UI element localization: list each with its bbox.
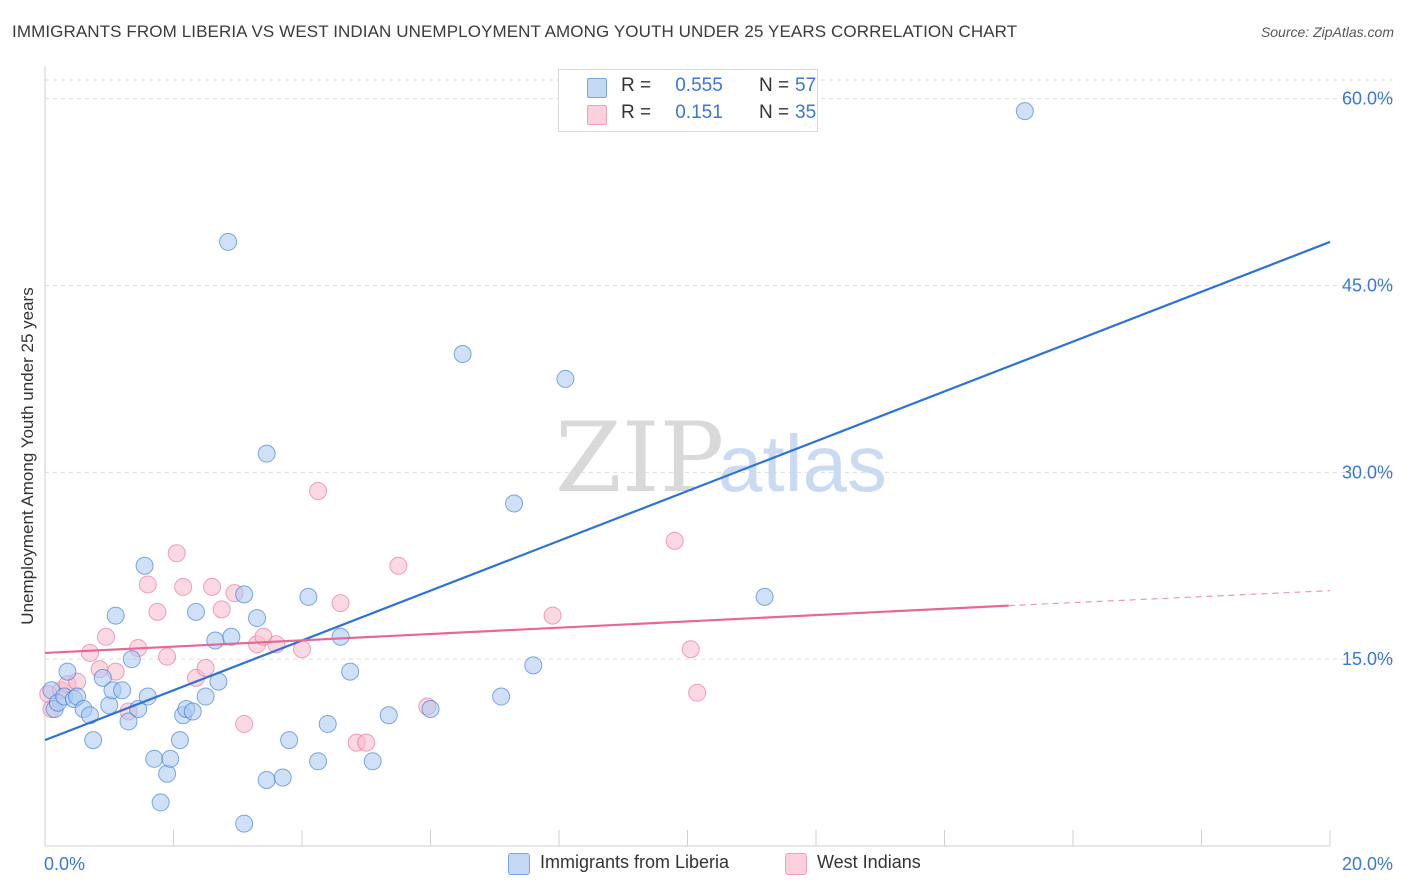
point-liberia (453, 345, 472, 364)
point-liberia (106, 606, 125, 625)
point-west-indians (681, 640, 700, 659)
point-liberia (257, 770, 276, 789)
point-liberia (421, 699, 440, 718)
point-liberia (84, 731, 103, 750)
point-liberia (100, 696, 119, 715)
x-tick-label: 20.0% (1342, 854, 1393, 874)
y-tick-label: 45.0% (1342, 276, 1393, 296)
point-liberia (299, 587, 318, 606)
point-west-indians (235, 714, 254, 733)
point-liberia (341, 662, 360, 681)
point-liberia (183, 702, 202, 721)
legend-swatch-west-indians (587, 105, 607, 125)
point-west-indians (357, 733, 376, 752)
legend-n-label: N = (759, 75, 790, 96)
gridlines (45, 79, 1395, 660)
chart-title: IMMIGRANTS FROM LIBERIA VS WEST INDIAN U… (12, 22, 1018, 41)
watermark-zip: ZIP (555, 402, 724, 514)
point-liberia (505, 494, 524, 513)
point-liberia (1015, 102, 1034, 121)
point-west-indians (389, 556, 408, 575)
x-tick-label: 0.0% (44, 854, 85, 874)
point-liberia (280, 731, 299, 750)
point-liberia (135, 556, 154, 575)
point-liberia (170, 731, 189, 750)
trend-line-west-indians (44, 604, 1009, 655)
tick-labels: 15.0% 30.0% 45.0% 60.0% 0.0% 20.0% (44, 89, 1393, 874)
point-liberia (309, 752, 328, 771)
legend-r-value-liberia: 0.555 (675, 75, 723, 96)
bottom-legend-label-liberia: Immigrants from Liberia (540, 852, 730, 872)
legend-r-value-west-indians: 0.151 (675, 102, 723, 123)
point-west-indians (203, 577, 222, 596)
point-liberia (196, 687, 215, 706)
point-liberia (363, 752, 382, 771)
point-liberia (331, 627, 350, 646)
point-liberia (58, 662, 77, 681)
point-west-indians (167, 544, 186, 563)
point-west-indians (543, 606, 562, 625)
point-west-indians (148, 602, 167, 621)
point-west-indians (196, 658, 215, 677)
trend-lines (44, 240, 1331, 742)
point-west-indians (158, 647, 177, 666)
point-west-indians (174, 577, 193, 596)
y-tick-label: 30.0% (1342, 462, 1393, 482)
legend-r-label: R = (621, 75, 652, 96)
bottom-legend-swatch-west-indians (785, 853, 807, 875)
point-west-indians (688, 683, 707, 702)
legend-swatch-liberia (587, 78, 607, 98)
point-liberia (206, 631, 225, 650)
y-axis-label: Unemployment Among Youth under 25 years (18, 287, 37, 625)
axes (44, 66, 1331, 847)
legend-n-value-west-indians: 35 (795, 102, 817, 123)
point-liberia (158, 764, 177, 783)
bottom-legend-swatch-liberia (508, 853, 530, 875)
y-tick-label: 60.0% (1342, 89, 1393, 109)
point-west-indians (80, 643, 99, 662)
bottom-legend-label-west-indians: West Indians (817, 852, 921, 872)
y-tick-label: 15.0% (1342, 649, 1393, 669)
watermark-atlas: atlas (718, 419, 887, 508)
point-liberia (524, 656, 543, 675)
point-liberia (235, 585, 254, 604)
point-liberia (222, 627, 241, 646)
point-liberia (219, 232, 238, 251)
point-liberia (145, 749, 164, 768)
point-liberia (119, 712, 138, 731)
point-liberia (273, 768, 292, 787)
point-liberia (492, 687, 511, 706)
point-liberia (248, 609, 267, 628)
point-liberia (379, 706, 398, 725)
point-liberia (93, 668, 112, 687)
point-liberia (151, 793, 170, 812)
point-liberia (235, 814, 254, 833)
point-liberia (556, 369, 575, 388)
point-liberia (113, 681, 132, 700)
point-west-indians (212, 600, 231, 619)
point-west-indians (331, 594, 350, 613)
watermark: ZIP atlas (555, 402, 887, 514)
legend-n-label: N = (759, 102, 790, 123)
point-liberia (161, 749, 180, 768)
point-liberia (257, 444, 276, 463)
correlation-legend: R = 0.555 N = 57 R = 0.151 N = 35 (558, 69, 818, 132)
point-liberia (755, 587, 774, 606)
source-attribution: Source: ZipAtlas.com (1260, 24, 1394, 40)
legend-n-value-liberia: 57 (795, 75, 817, 96)
point-liberia (186, 602, 205, 621)
trend-line-liberia (44, 240, 1331, 742)
legend-r-label: R = (621, 102, 652, 123)
point-west-indians (665, 531, 684, 550)
point-west-indians (309, 482, 328, 501)
series-liberia-points (42, 102, 1034, 833)
trend-line-west-indians-extension (1008, 590, 1331, 607)
point-liberia (318, 714, 337, 733)
point-west-indians (97, 627, 116, 646)
point-liberia (122, 650, 141, 669)
point-west-indians (138, 575, 157, 594)
